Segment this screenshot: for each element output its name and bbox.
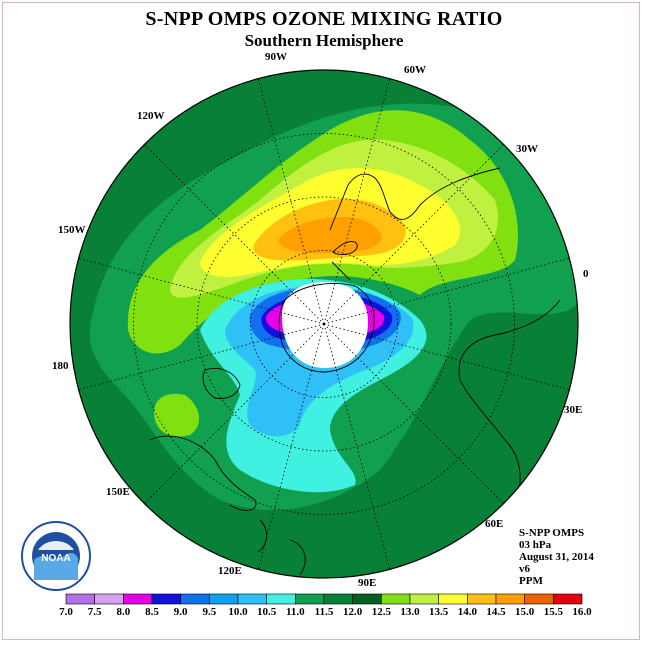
lon-label-120w: 120W xyxy=(137,110,165,122)
colorbar-tick-label: 8.0 xyxy=(116,606,131,618)
map-boundary xyxy=(69,69,579,579)
latitude-circle xyxy=(250,250,398,398)
field-lime-patch xyxy=(154,393,200,437)
field-orange xyxy=(278,216,382,254)
map-subtitle: Southern Hemisphere xyxy=(244,31,404,50)
colorbar-tick-label: 13.5 xyxy=(429,606,449,618)
lon-label-90e: 90E xyxy=(358,577,377,589)
info-version: v6 xyxy=(519,563,530,575)
colorbar-tick-label: 12.5 xyxy=(371,606,391,618)
colorbar-tick-label: 10.5 xyxy=(257,606,277,618)
coastlines xyxy=(149,167,561,576)
lon-label-0: 0 xyxy=(583,268,589,280)
colorbar-tick-label: 11.0 xyxy=(286,606,305,618)
info-level: 03 hPa xyxy=(519,539,552,551)
colorbar-tick-label: 14.5 xyxy=(486,606,506,618)
info-units: PPM xyxy=(519,575,543,587)
lon-label-60e: 60E xyxy=(485,518,504,530)
coastline xyxy=(257,519,306,576)
colorbar-tick-label: 9.5 xyxy=(202,606,217,618)
lon-label-30e: 30E xyxy=(564,404,583,416)
coastline xyxy=(329,167,501,231)
lon-label-180: 180 xyxy=(52,360,69,372)
graticule xyxy=(78,78,570,570)
lon-label-150e: 150E xyxy=(106,486,130,498)
latitude-circle xyxy=(133,133,515,515)
info-instrument: S-NPP OMPS xyxy=(519,527,585,539)
map-title: S-NPP OMPS OZONE MIXING RATIO xyxy=(145,8,503,30)
ozone-field xyxy=(70,70,578,578)
colorbar-tick-label: 7.0 xyxy=(59,606,73,618)
colorbar-tick-label: 13.0 xyxy=(400,606,420,618)
noaa-logo-text: NOAA xyxy=(41,553,70,564)
colorbar-tick-label: 12.0 xyxy=(343,606,363,618)
noaa-logo: NOAA xyxy=(21,521,91,591)
coastline xyxy=(202,367,241,399)
colorbar-tick-label: 9.0 xyxy=(173,606,188,618)
coastline xyxy=(332,241,358,255)
colorbar-tick-label: 7.5 xyxy=(87,606,102,618)
colorbar-tick-label: 8.5 xyxy=(145,606,159,618)
colorbar-tick-label: 11.5 xyxy=(314,606,334,618)
colorbar-tick-label: 16.0 xyxy=(572,606,592,618)
lon-label-90w: 90W xyxy=(265,51,287,63)
colorbar-tick-label: 15.0 xyxy=(515,606,535,618)
lon-label-60w: 60W xyxy=(404,64,426,76)
colorbar-tick-label: 14.0 xyxy=(457,606,477,618)
colorbar-tick-label: 10.0 xyxy=(228,606,248,618)
lon-label-150w: 150W xyxy=(58,224,86,236)
latitude-circle xyxy=(196,196,452,452)
coastline xyxy=(278,283,375,373)
coastline xyxy=(331,261,351,281)
coastline xyxy=(458,299,561,501)
coastline xyxy=(149,435,257,511)
colorbar-tick-label: 15.5 xyxy=(543,606,563,618)
lon-label-30w: 30W xyxy=(516,143,538,155)
lon-label-120e: 120E xyxy=(218,565,242,577)
info-date: August 31, 2014 xyxy=(519,551,594,563)
